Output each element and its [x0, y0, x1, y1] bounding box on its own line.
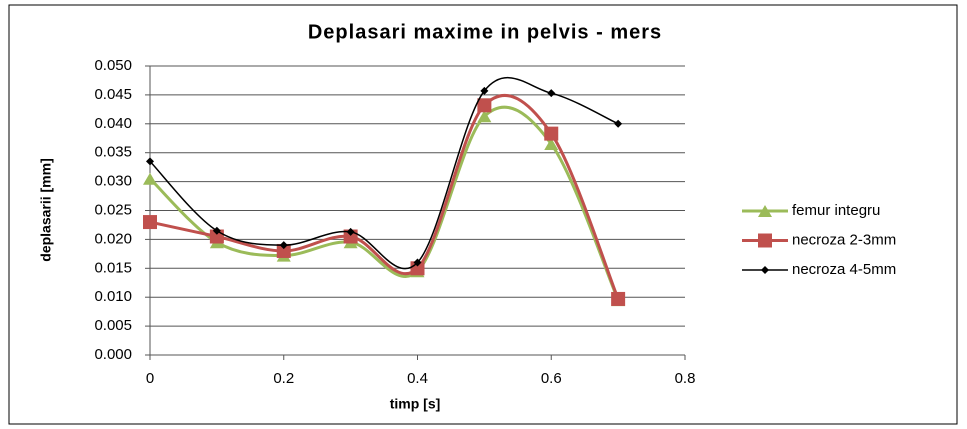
x-tick-label: 0.2: [273, 370, 294, 387]
x-tick-label: 0.8: [675, 370, 696, 387]
y-tick-label: 0.045: [94, 86, 132, 103]
y-tick-label: 0.005: [94, 317, 132, 334]
y-tick-label: 0.040: [94, 115, 132, 132]
y-tick-label: 0.000: [94, 346, 132, 363]
y-tick-label: 0.015: [94, 259, 132, 276]
marker: [614, 119, 623, 128]
marker: [413, 258, 422, 267]
y-axis-title: deplasarii [mm]: [38, 158, 54, 261]
marker: [480, 86, 489, 95]
y-tick-label: 0.050: [94, 57, 132, 74]
marker: [544, 138, 559, 151]
marker: [143, 172, 157, 185]
legend-label: femur integru: [792, 202, 880, 219]
marker: [212, 226, 221, 235]
marker: [477, 110, 492, 123]
legend-label: necroza 2-3mm: [792, 231, 896, 248]
marker: [758, 233, 772, 248]
x-tick-label: 0.4: [407, 370, 428, 387]
marker: [547, 89, 556, 98]
y-tick-label: 0.035: [94, 144, 132, 161]
marker: [143, 215, 157, 230]
chart-frame: [8, 4, 958, 425]
y-tick-label: 0.030: [94, 173, 132, 190]
x-axis-title: timp [s]: [390, 396, 441, 412]
marker: [544, 126, 559, 141]
x-tick-label: 0: [146, 370, 154, 387]
marker: [477, 98, 492, 113]
legend-label: necroza 4-5mm: [792, 261, 896, 278]
marker: [279, 241, 288, 250]
marker: [346, 227, 355, 236]
y-tick-label: 0.025: [94, 201, 132, 218]
marker: [611, 291, 626, 306]
y-tick-label: 0.020: [94, 230, 132, 247]
chart-title: Deplasari maxime in pelvis - mers: [308, 21, 662, 43]
marker: [276, 243, 291, 258]
marker: [761, 266, 769, 274]
series-line: [149, 77, 619, 270]
marker: [146, 157, 154, 166]
marker: [758, 205, 772, 217]
x-tick-label: 0.6: [541, 370, 562, 387]
y-tick-label: 0.010: [94, 288, 132, 305]
